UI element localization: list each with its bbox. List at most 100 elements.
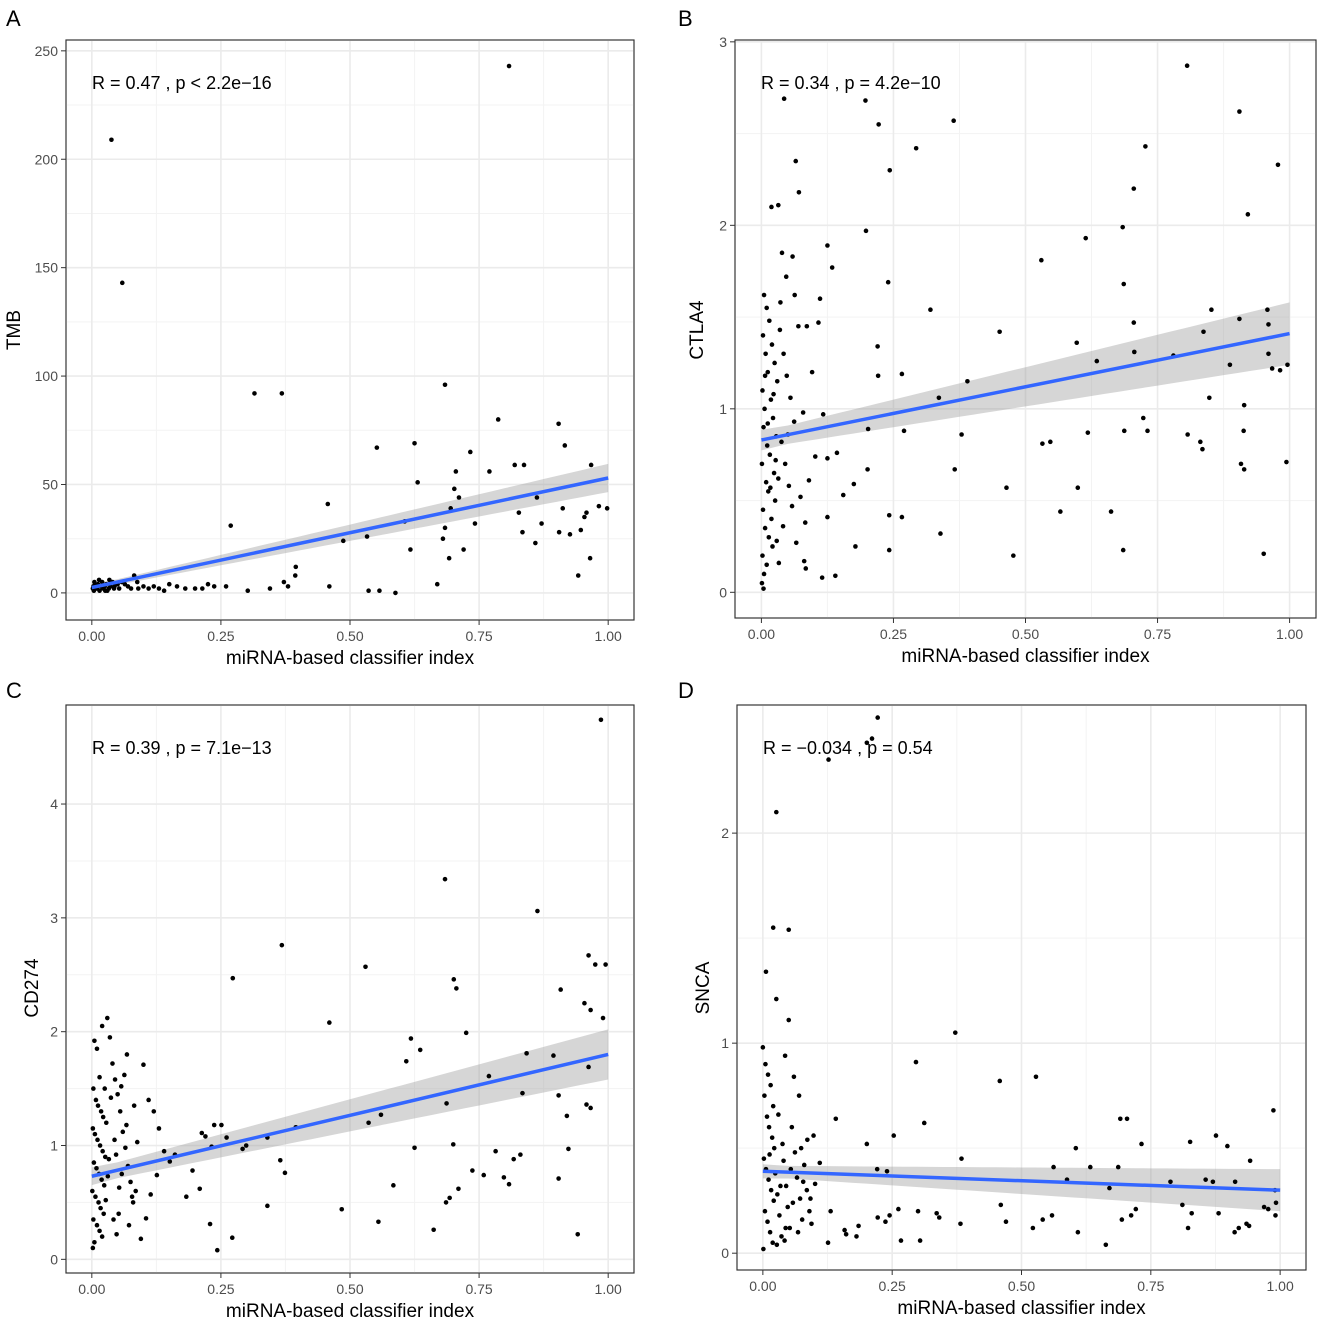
data-point xyxy=(788,395,793,401)
data-point xyxy=(141,584,146,589)
data-point xyxy=(279,391,285,396)
y-tick-label: 100 xyxy=(35,368,59,384)
data-point xyxy=(340,538,346,544)
x-tick-label: 1.00 xyxy=(1276,626,1303,642)
data-point xyxy=(1094,358,1100,364)
y-axis-title: CD274 xyxy=(22,958,43,1018)
data-point xyxy=(1232,1179,1238,1185)
data-point xyxy=(774,538,780,544)
data-point xyxy=(799,1217,805,1222)
data-point xyxy=(901,428,907,434)
x-tick-label: 0.00 xyxy=(78,1281,105,1297)
data-point xyxy=(796,189,802,195)
data-point xyxy=(325,501,331,507)
data-point xyxy=(182,586,188,591)
data-point xyxy=(442,876,448,882)
data-point xyxy=(825,456,830,461)
data-point xyxy=(472,521,478,526)
data-point xyxy=(122,581,128,587)
data-point xyxy=(760,1045,766,1050)
data-point xyxy=(240,1146,245,1152)
data-point xyxy=(134,579,140,585)
data-point xyxy=(767,1229,773,1235)
data-point xyxy=(122,1072,127,1078)
data-point xyxy=(151,1109,157,1114)
data-point xyxy=(443,1200,449,1205)
data-point xyxy=(166,581,172,587)
data-point xyxy=(760,388,765,393)
data-point xyxy=(582,1000,587,1006)
data-point xyxy=(130,1200,136,1205)
data-point xyxy=(1245,212,1251,217)
data-point xyxy=(109,137,114,143)
data-point xyxy=(802,520,808,525)
data-point xyxy=(558,987,563,992)
panel-a: A 0.00 0.25 0.50 0.75 1.00 0 50 100 150 200 250 miRN… xyxy=(4,6,635,669)
data-point xyxy=(1168,1179,1173,1185)
data-point xyxy=(223,584,229,589)
data-point xyxy=(779,439,784,445)
data-point xyxy=(1187,1139,1193,1145)
data-point xyxy=(797,1196,803,1201)
data-point xyxy=(293,564,299,570)
data-point xyxy=(520,529,525,535)
data-point xyxy=(1185,432,1190,437)
data-point xyxy=(1201,329,1206,335)
data-point xyxy=(156,586,162,591)
data-point xyxy=(774,1242,780,1248)
data-point xyxy=(113,1152,119,1157)
data-point xyxy=(1139,1141,1144,1147)
data-point xyxy=(575,1231,581,1237)
data-point xyxy=(764,305,769,311)
data-point xyxy=(763,351,768,357)
data-point xyxy=(521,462,527,468)
data-point xyxy=(1074,340,1080,346)
data-point xyxy=(806,478,812,483)
y-axis-title: SNCA xyxy=(693,961,714,1014)
data-point xyxy=(452,486,457,492)
data-point xyxy=(792,292,797,298)
data-point xyxy=(786,1017,792,1023)
y-tick-label: 1 xyxy=(719,401,727,417)
data-point xyxy=(776,1112,781,1117)
data-point xyxy=(811,1133,816,1138)
data-point xyxy=(791,419,797,424)
data-point xyxy=(951,118,956,124)
data-point xyxy=(252,391,257,396)
data-point xyxy=(200,586,205,591)
correlation-annotation: R = 0.34 , p = 4.2e−10 xyxy=(761,73,941,93)
data-point xyxy=(782,461,788,467)
data-point xyxy=(566,1146,571,1152)
data-point xyxy=(774,378,780,384)
data-point xyxy=(788,1166,794,1172)
data-point xyxy=(761,571,767,577)
data-point xyxy=(93,1097,99,1103)
data-point xyxy=(800,410,806,415)
data-point xyxy=(207,1221,213,1227)
data-point xyxy=(105,1173,111,1179)
data-point xyxy=(854,1234,859,1239)
data-point xyxy=(378,1112,384,1118)
x-tick-label: 0.00 xyxy=(749,1278,776,1294)
data-point xyxy=(1284,459,1289,465)
data-point xyxy=(442,525,448,531)
data-point xyxy=(781,351,786,357)
data-point xyxy=(1237,316,1242,322)
data-point xyxy=(1073,1145,1079,1151)
data-point xyxy=(1273,1200,1279,1206)
data-point xyxy=(93,1194,98,1200)
data-point xyxy=(820,412,826,417)
data-point xyxy=(786,483,792,489)
x-tick-label: 0.75 xyxy=(465,1281,492,1297)
data-point xyxy=(1048,439,1053,445)
data-point xyxy=(952,467,958,472)
data-point xyxy=(281,579,287,585)
data-point xyxy=(99,1023,105,1029)
panel-b: B 0.00 0.25 0.50 0.75 1.00 0 1 2 3 miRNA-based cla… xyxy=(678,6,1317,667)
data-point xyxy=(762,373,768,379)
data-point xyxy=(833,1116,839,1122)
data-point xyxy=(875,715,880,720)
data-point xyxy=(486,1073,492,1079)
y-tick-label: 3 xyxy=(50,910,58,926)
data-point xyxy=(770,1103,776,1109)
